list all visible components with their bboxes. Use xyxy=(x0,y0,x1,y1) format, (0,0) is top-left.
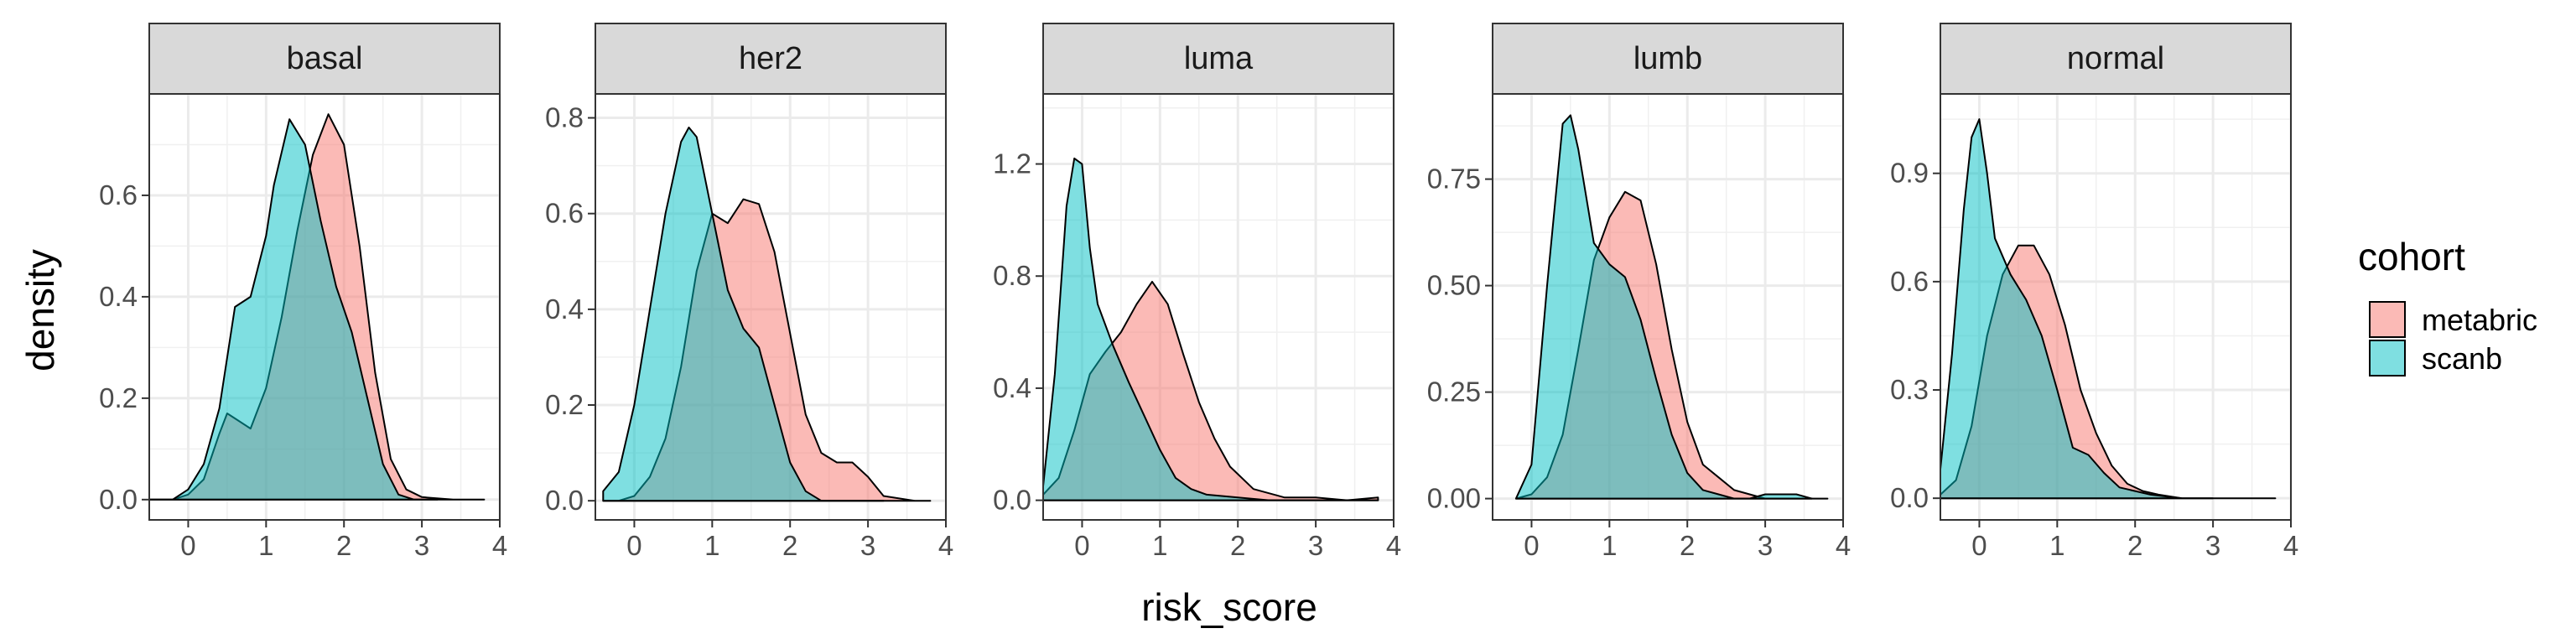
y-tick-label: 0.8 xyxy=(545,102,584,133)
x-tick-label: 4 xyxy=(1836,530,1851,561)
strip-background xyxy=(1940,23,2292,95)
y-tick-label: 0.2 xyxy=(99,382,138,413)
y-tick-label: 0.6 xyxy=(99,179,138,210)
legend-label-scanb: scanb xyxy=(2422,341,2502,376)
y-tick-label: 0.2 xyxy=(545,389,584,420)
legend-key-metabric xyxy=(2369,301,2406,338)
density-scanb-normal xyxy=(1940,118,2215,500)
y-tick-label: 0.0 xyxy=(1890,482,1929,513)
y-tick-label: 0.6 xyxy=(545,198,584,229)
x-tick-label: 3 xyxy=(860,530,875,561)
panel-luma: luma 0 1 2 3 4 0.0 0.4 0.8 1.2 xyxy=(993,23,1401,561)
x-tick-label: 4 xyxy=(492,530,507,561)
x-tick-label: 0 xyxy=(1971,530,1987,561)
x-tick-label: 1 xyxy=(2049,530,2064,561)
strip-background xyxy=(595,23,947,95)
x-tick-label: 0 xyxy=(1524,530,1539,561)
y-tick-label: 0.8 xyxy=(993,260,1031,291)
y-axis-title: density xyxy=(18,249,62,371)
strip-background xyxy=(1492,23,1844,95)
x-tick-label: 4 xyxy=(2283,530,2298,561)
panel-lumb: lumb 0 1 2 3 4 0.00 0.25 0.50 0.75 xyxy=(1427,23,1851,561)
x-tick-label: 0 xyxy=(180,530,195,561)
legend-title: cohort xyxy=(2358,235,2465,278)
x-tick-label: 2 xyxy=(1680,530,1695,561)
x-tick-label: 3 xyxy=(2205,530,2220,561)
strip-background xyxy=(1042,23,1394,95)
y-tick-label: 0.25 xyxy=(1427,377,1481,408)
y-tick-label: 0.4 xyxy=(99,281,138,312)
panel-basal: basal 0 1 2 3 4 0.0 0.2 0.4 0.6 xyxy=(99,23,507,561)
y-tick-label: 0.3 xyxy=(1890,374,1929,405)
strip-label: her2 xyxy=(739,41,802,76)
y-tick-label: 0.0 xyxy=(545,485,584,516)
density-scanb-basal xyxy=(148,118,439,501)
x-tick-label: 1 xyxy=(704,530,719,561)
y-tick-label: 0.6 xyxy=(1890,266,1929,297)
x-tick-label: 3 xyxy=(1758,530,1773,561)
y-tick-label: 0.0 xyxy=(99,484,138,515)
strip-label: luma xyxy=(1184,41,1254,76)
strip-label: lumb xyxy=(1633,41,1702,76)
legend-key-scanb xyxy=(2369,340,2406,377)
y-tick-label: 0.75 xyxy=(1427,164,1481,195)
panel-her2: her2 0 1 2 3 4 0.0 0.2 0.4 0.6 0.8 xyxy=(545,23,953,561)
x-tick-label: 2 xyxy=(1230,530,1245,561)
x-tick-label: 4 xyxy=(1386,530,1401,561)
y-tick-label: 0.4 xyxy=(993,372,1031,403)
strip-label: basal xyxy=(287,41,363,76)
x-tick-label: 2 xyxy=(336,530,351,561)
density-scanb-luma xyxy=(1042,157,1379,501)
y-tick-label: 0.0 xyxy=(993,485,1031,516)
x-tick-label: 3 xyxy=(1308,530,1323,561)
panel-normal: normal 0 1 2 3 4 0.0 0.3 0.6 0.9 xyxy=(1890,23,2298,561)
x-tick-label: 1 xyxy=(1152,530,1167,561)
x-tick-label: 0 xyxy=(626,530,641,561)
y-tick-label: 0.9 xyxy=(1890,158,1929,189)
facet-panels: basal 0 1 2 3 4 0.0 0.2 0.4 0.6 her2 0 1 2 3 4 0.0 0.2 0.4… xyxy=(99,23,2298,561)
density-scanb-lumb xyxy=(1514,114,1813,500)
legend: cohort metabric scanb xyxy=(2358,235,2537,377)
y-tick-label: 0.50 xyxy=(1427,270,1481,301)
x-tick-label: 4 xyxy=(938,530,953,561)
x-tick-label: 1 xyxy=(258,530,273,561)
x-tick-label: 2 xyxy=(2127,530,2142,561)
strip-label: normal xyxy=(2067,41,2164,76)
legend-label-metabric: metabric xyxy=(2422,303,2537,337)
strip-background xyxy=(148,23,501,95)
y-tick-label: 0.00 xyxy=(1427,483,1481,514)
x-tick-label: 1 xyxy=(1602,530,1617,561)
y-tick-label: 1.2 xyxy=(993,148,1031,179)
x-tick-label: 0 xyxy=(1074,530,1089,561)
x-axis-title: risk_score xyxy=(1141,585,1317,629)
y-tick-label: 0.4 xyxy=(545,293,584,325)
x-tick-label: 2 xyxy=(782,530,797,561)
x-tick-label: 3 xyxy=(414,530,429,561)
density-scanb-her2 xyxy=(602,127,885,502)
